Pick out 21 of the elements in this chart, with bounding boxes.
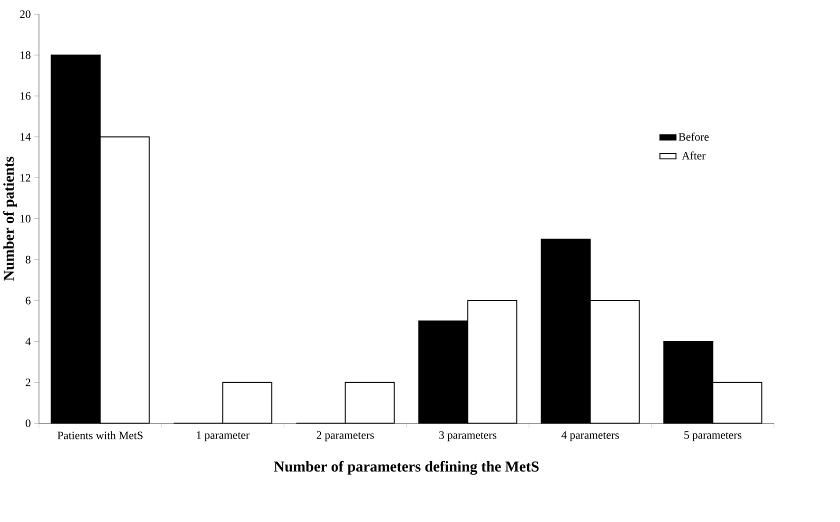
x-tick-label: 2 parameters (316, 432, 374, 442)
y-tick-label: 4 (26, 338, 31, 346)
y-tick-label: 8 (26, 256, 30, 264)
y-tick-label: 12 (20, 174, 30, 182)
y-tick-label: 10 (20, 215, 30, 223)
y-tick-label: 6 (26, 296, 31, 305)
y-tick-label: 0 (26, 420, 30, 428)
x-tick-label: Patients with MetS (58, 432, 143, 440)
x-tick-label: 5 parameters (684, 432, 742, 442)
legend-label: Before (678, 132, 709, 141)
y-tick-label: 20 (20, 10, 30, 18)
y-tick-label: 2 (26, 378, 30, 386)
y-tick-label: 18 (20, 51, 30, 60)
x-tick-label: 1 parameter (196, 432, 250, 442)
legend-label: After (682, 152, 706, 160)
x-axis-title: Number of parameters defining the MetS (274, 461, 539, 476)
y-tick-label: 14 (20, 133, 31, 141)
y-tick-label: 16 (20, 92, 31, 100)
y-axis-title: Number of patients (3, 157, 17, 281)
x-tick-label: 4 parameters (561, 432, 619, 442)
x-tick-label: 3 parameters (439, 432, 496, 442)
